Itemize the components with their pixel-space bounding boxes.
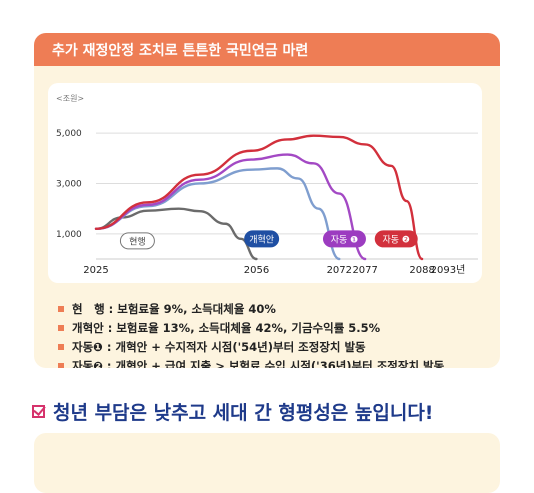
legend-list: 현 행 : 보험료율 9%, 소득대체율 40% 개혁안 : 보험료율 13%,… bbox=[58, 299, 488, 368]
legend-item: 자동❶ : 개혁안 + 수지적자 시점('54년)부터 조정장치 발동 bbox=[58, 337, 488, 356]
section-headline: 청년 부담은 낮추고 세대 간 형평성은 높입니다! bbox=[32, 398, 433, 425]
card-title: 추가 재정안정 조치로 튼튼한 국민연금 마련 bbox=[34, 33, 500, 66]
pension-fund-chart: <조원> 1,000 3,000 5,000 2025 2056 2072 2077 20882… bbox=[56, 94, 478, 276]
series-label: 현행 bbox=[129, 235, 146, 247]
x-tick-label: 2056 bbox=[244, 265, 269, 276]
x-tick-label: 2093년 bbox=[431, 264, 466, 276]
checkbox-check-icon bbox=[32, 405, 45, 418]
y-tick-label: 3,000 bbox=[56, 179, 82, 189]
legend-item-label: 개혁안 bbox=[72, 320, 104, 335]
chart-card: 추가 재정안정 조치로 튼튼한 국민연금 마련 <조원> 1,000 3,000 5,… bbox=[34, 33, 500, 368]
series-label-badge bbox=[244, 230, 280, 248]
y-tick-label: 5,000 bbox=[56, 129, 82, 139]
bullet-square-icon bbox=[58, 324, 64, 331]
legend-item: 현 행 : 보험료율 9%, 소득대체율 40% bbox=[58, 299, 488, 318]
series-label-badge bbox=[119, 232, 155, 250]
legend-item-label: 자동❶ bbox=[72, 339, 103, 354]
bullet-square-icon bbox=[58, 305, 64, 312]
legend-item-text: : 보험료율 9%, 소득대체율 40% bbox=[108, 301, 276, 316]
x-tick-label: 2072 bbox=[327, 265, 352, 276]
series-label: 개혁안 bbox=[249, 234, 274, 245]
bullet-square-icon bbox=[58, 343, 64, 350]
series-line bbox=[94, 207, 258, 261]
chart-area: <조원> 1,000 3,000 5,000 2025 2056 2072 2077 2088 2… bbox=[48, 83, 482, 283]
series-label-badge bbox=[374, 230, 418, 248]
x-tick-label: 2025 bbox=[83, 265, 108, 276]
legend-item-text: : 개혁안 + 급여 지출 > 보험료 수입 시점('36년)부터 조정장치 발… bbox=[106, 358, 445, 369]
legend-item: 자동❷ : 개혁안 + 급여 지출 > 보험료 수입 시점('36년)부터 조정… bbox=[58, 356, 488, 368]
y-unit-label: <조원> bbox=[56, 94, 84, 103]
series-label: 자동 ❷ bbox=[382, 234, 410, 245]
next-section-card bbox=[34, 433, 500, 493]
y-tick-label: 1,000 bbox=[56, 230, 82, 240]
legend-item-label: 현 행 bbox=[72, 301, 105, 316]
headline-text: 청년 부담은 낮추고 세대 간 형평성은 높입니다! bbox=[53, 402, 434, 424]
series-line bbox=[94, 134, 424, 261]
x-tick-label: 2088 bbox=[409, 265, 434, 276]
x-tick-label: 2077 bbox=[352, 265, 377, 276]
legend-item-label: 자동❷ bbox=[72, 358, 103, 369]
legend-item-text: : 보험료율 13%, 소득대체율 42%, 기금수익률 5.5% bbox=[107, 320, 381, 335]
series-label: 자동 ❶ bbox=[331, 234, 359, 245]
legend-item-text: : 개혁안 + 수지적자 시점('54년)부터 조정장치 발동 bbox=[106, 339, 366, 354]
series-line bbox=[94, 153, 367, 261]
series-label-badge bbox=[322, 230, 366, 248]
bullet-square-icon bbox=[58, 362, 64, 368]
legend-item: 개혁안 : 보험료율 13%, 소득대체율 42%, 기금수익률 5.5% bbox=[58, 318, 488, 337]
